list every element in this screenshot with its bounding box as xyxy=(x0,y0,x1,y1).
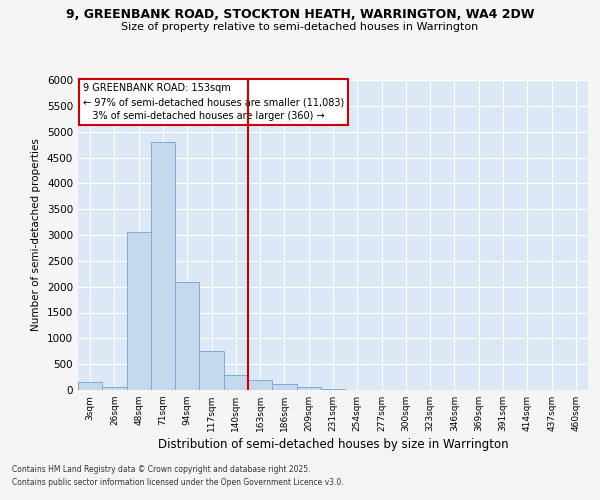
Y-axis label: Number of semi-detached properties: Number of semi-detached properties xyxy=(31,138,41,332)
Bar xyxy=(78,382,102,390)
Bar xyxy=(272,384,296,390)
Text: 9, GREENBANK ROAD, STOCKTON HEATH, WARRINGTON, WA4 2DW: 9, GREENBANK ROAD, STOCKTON HEATH, WARRI… xyxy=(66,8,534,20)
Bar xyxy=(224,374,248,390)
Bar xyxy=(102,388,127,390)
Text: 9 GREENBANK ROAD: 153sqm
← 97% of semi-detached houses are smaller (11,083)
   3: 9 GREENBANK ROAD: 153sqm ← 97% of semi-d… xyxy=(83,83,344,121)
Bar xyxy=(151,142,175,390)
Bar xyxy=(175,282,199,390)
Text: Contains public sector information licensed under the Open Government Licence v3: Contains public sector information licen… xyxy=(12,478,344,487)
Bar xyxy=(296,388,321,390)
Bar xyxy=(199,351,224,390)
Bar xyxy=(248,380,272,390)
Bar xyxy=(127,232,151,390)
Text: Contains HM Land Registry data © Crown copyright and database right 2025.: Contains HM Land Registry data © Crown c… xyxy=(12,466,311,474)
X-axis label: Distribution of semi-detached houses by size in Warrington: Distribution of semi-detached houses by … xyxy=(158,438,508,451)
Text: Size of property relative to semi-detached houses in Warrington: Size of property relative to semi-detach… xyxy=(121,22,479,32)
